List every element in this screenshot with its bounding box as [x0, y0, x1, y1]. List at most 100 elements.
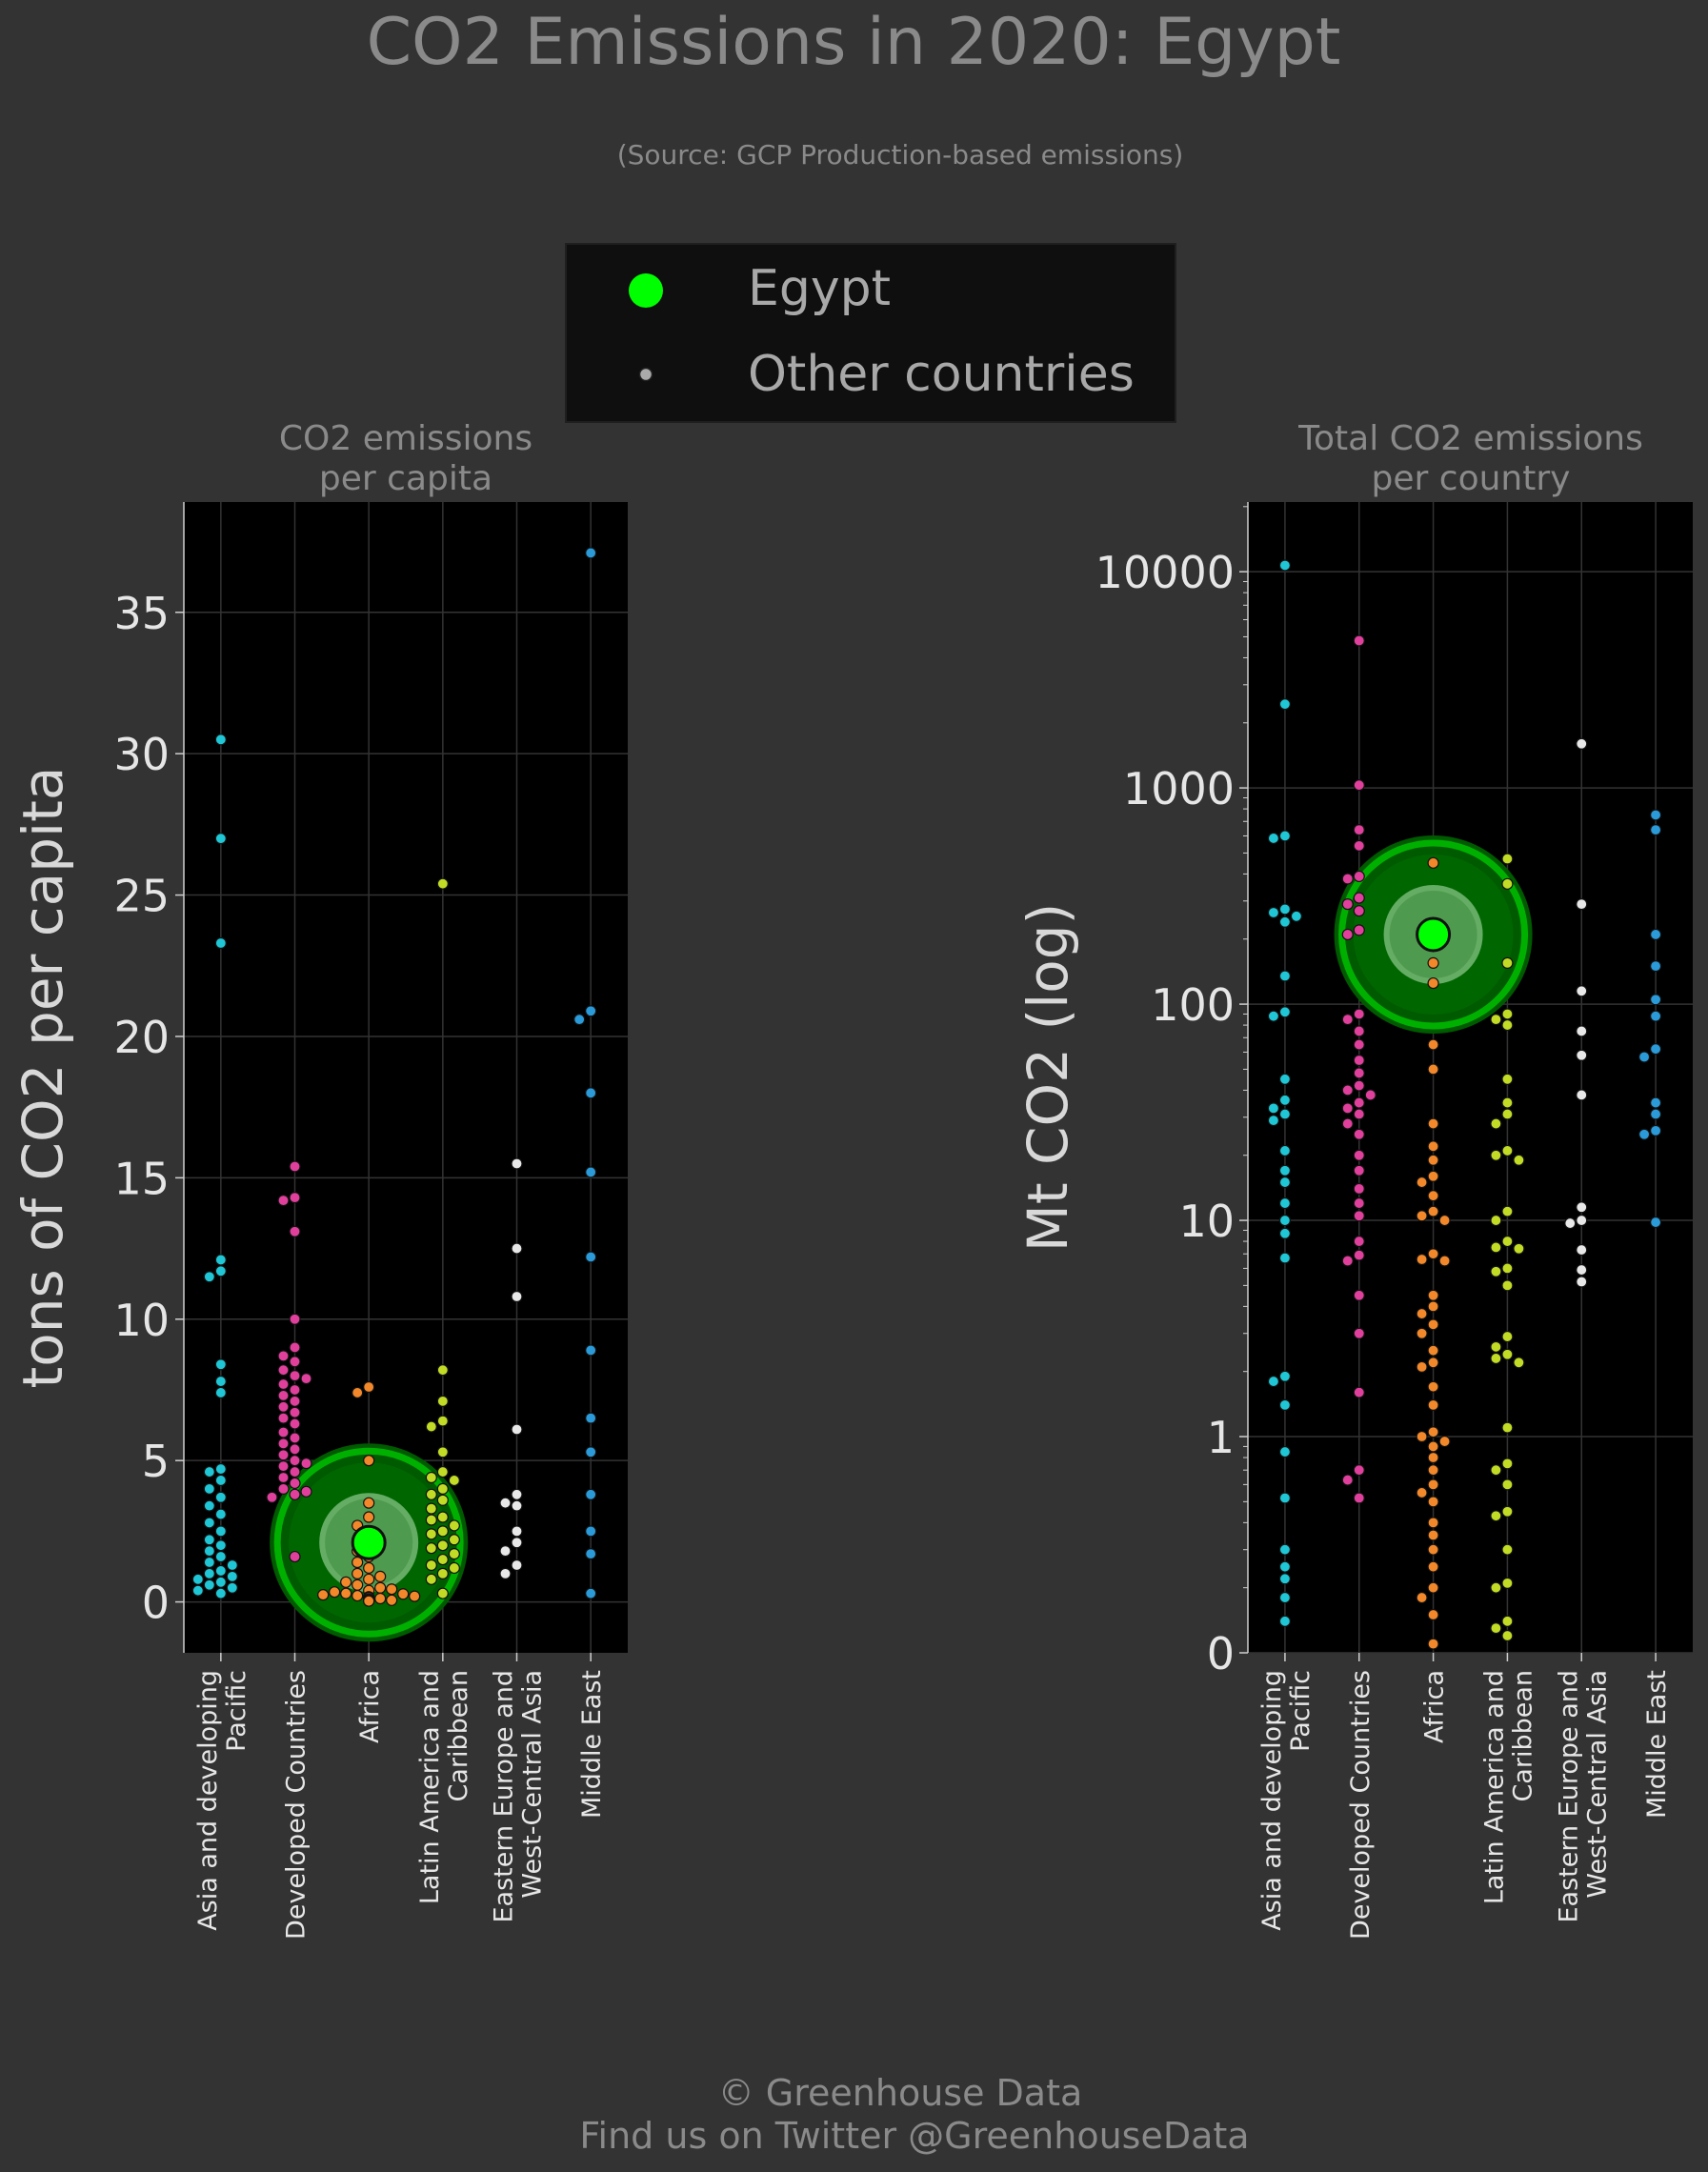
data-point-africa [1416, 1360, 1428, 1373]
data-point-asia-and-developing-pacific [1278, 1094, 1292, 1106]
data-point-middle-east [585, 1488, 597, 1500]
data-point-latin-america-and-caribbean [448, 1474, 460, 1487]
data-point-africa [1427, 1380, 1439, 1393]
data-point-africa [363, 1511, 375, 1523]
data-point-asia-and-developing-pacific [214, 1576, 227, 1588]
data-point-eastern-europe-and-west-central-asia [1576, 1201, 1588, 1214]
data-point-middle-east [585, 1587, 597, 1599]
y-tick-label: 10 [113, 1295, 170, 1346]
data-point-asia-and-developing-pacific [203, 1517, 215, 1529]
data-point-developed-countries [1341, 1014, 1354, 1026]
halo-ring [1338, 839, 1529, 1030]
data-point-eastern-europe-and-west-central-asia [1564, 1217, 1577, 1230]
data-point-developed-countries [1353, 1067, 1365, 1079]
data-point-africa [1427, 1190, 1439, 1202]
data-point-latin-america-and-caribbean [1490, 1149, 1502, 1161]
data-point-africa [1416, 1327, 1428, 1339]
data-point-africa [1427, 1205, 1439, 1217]
data-point-latin-america-and-caribbean [448, 1548, 460, 1560]
data-point-africa [1427, 1496, 1439, 1508]
data-point-developed-countries [1353, 1128, 1365, 1140]
y-tick-label: 20 [113, 1012, 170, 1063]
legend-other-label: Other countries [748, 346, 1135, 403]
highlight-point [1416, 916, 1452, 953]
data-point-developed-countries [277, 1400, 290, 1413]
data-point-developed-countries [277, 1482, 290, 1495]
data-point-latin-america-and-caribbean [1490, 1014, 1502, 1026]
data-point-developed-countries [1341, 1255, 1354, 1267]
data-point-asia-and-developing-pacific [214, 1491, 227, 1503]
x-tick-label-developed-countries: Developed Countries [1346, 1670, 1376, 1940]
data-point-latin-america-and-caribbean [436, 1395, 449, 1407]
data-point-middle-east [1649, 823, 1662, 836]
data-point-latin-america-and-caribbean [436, 1364, 449, 1377]
data-point-asia-and-developing-pacific [203, 1556, 215, 1569]
data-point-eastern-europe-and-west-central-asia [1576, 737, 1588, 750]
data-point-asia-and-developing-pacific [1278, 1164, 1292, 1176]
highlight-point [351, 1524, 387, 1560]
data-point-latin-america-and-caribbean [1501, 1205, 1514, 1217]
data-point-asia-and-developing-pacific [1278, 970, 1292, 982]
data-point-latin-america-and-caribbean [1490, 1622, 1502, 1635]
data-point-latin-america-and-caribbean [448, 1534, 460, 1546]
x-tick-label-asia-and-developing-pacific: Asia and developing Pacific [1257, 1670, 1316, 1931]
data-point-asia-and-developing-pacific [1267, 906, 1280, 919]
data-point-africa [363, 1497, 375, 1509]
legend-highlight-label: Egypt [748, 260, 891, 317]
data-point-asia-and-developing-pacific [191, 1584, 204, 1597]
data-point-africa [352, 1589, 364, 1602]
data-point-latin-america-and-caribbean [1490, 1464, 1502, 1477]
data-point-eastern-europe-and-west-central-asia [1576, 1214, 1588, 1227]
data-point-asia-and-developing-pacific [1278, 1073, 1292, 1085]
data-point-latin-america-and-caribbean [436, 1587, 449, 1599]
data-point-asia-and-developing-pacific [226, 1559, 238, 1572]
data-point-middle-east [1649, 809, 1662, 821]
data-point-latin-america-and-caribbean [1501, 1421, 1514, 1434]
data-point-middle-east [1649, 928, 1662, 941]
data-point-asia-and-developing-pacific [214, 1254, 227, 1266]
data-point-middle-east [585, 1344, 597, 1357]
data-point-latin-america-and-caribbean [1490, 1340, 1502, 1353]
data-point-middle-east [585, 1412, 597, 1424]
y-tick-label: 100 [1151, 979, 1235, 1031]
data-point-developed-countries [289, 1550, 301, 1563]
data-point-developed-countries [1353, 1235, 1365, 1248]
data-point-asia-and-developing-pacific [203, 1271, 215, 1283]
data-point-latin-america-and-caribbean [425, 1528, 437, 1540]
data-point-asia-and-developing-pacific [203, 1567, 215, 1579]
data-point-latin-america-and-caribbean [1501, 1505, 1514, 1518]
data-point-africa [1416, 1176, 1428, 1189]
data-point-developed-countries [277, 1350, 290, 1362]
data-point-africa [374, 1581, 387, 1594]
chart-subtitle: (Source: GCP Production-based emissions) [617, 139, 1184, 171]
data-point-middle-east [585, 547, 597, 559]
legend-highlight-marker [629, 273, 663, 308]
data-point-developed-countries [1353, 823, 1365, 836]
y-tick-label: 0 [142, 1578, 170, 1629]
data-point-latin-america-and-caribbean [436, 1525, 449, 1538]
data-point-africa [1427, 1318, 1439, 1331]
data-point-asia-and-developing-pacific [1267, 1102, 1280, 1115]
x-tick-label-latin-america-and-caribbean: Latin America and Caribbean [415, 1670, 473, 1904]
data-point-eastern-europe-and-west-central-asia [499, 1497, 512, 1509]
y-axis-label: Mt CO2 (log) [1015, 903, 1080, 1252]
data-point-africa [1427, 1560, 1439, 1573]
data-point-middle-east [1649, 1216, 1662, 1229]
data-point-latin-america-and-caribbean [1501, 1262, 1514, 1275]
data-point-developed-countries [1341, 898, 1354, 911]
data-point-developed-countries [1353, 1149, 1365, 1161]
x-tick-label: Africa [355, 1670, 385, 1743]
data-point-africa [1427, 1038, 1439, 1051]
data-point-asia-and-developing-pacific [203, 1545, 215, 1558]
data-point-developed-countries [1353, 905, 1365, 917]
data-point-asia-and-developing-pacific [1267, 1115, 1280, 1127]
data-point-latin-america-and-caribbean [1501, 956, 1514, 969]
data-point-developed-countries [1341, 1474, 1354, 1486]
data-point-africa [363, 1561, 375, 1575]
data-point-asia-and-developing-pacific [214, 833, 227, 845]
data-point-africa [1427, 1140, 1439, 1153]
data-point-asia-and-developing-pacific [203, 1482, 215, 1495]
x-tick-label-asia-and-developing-pacific: Asia and developing Pacific [193, 1670, 251, 1931]
data-point-asia-and-developing-pacific [1290, 910, 1303, 922]
data-point-africa [386, 1594, 398, 1606]
